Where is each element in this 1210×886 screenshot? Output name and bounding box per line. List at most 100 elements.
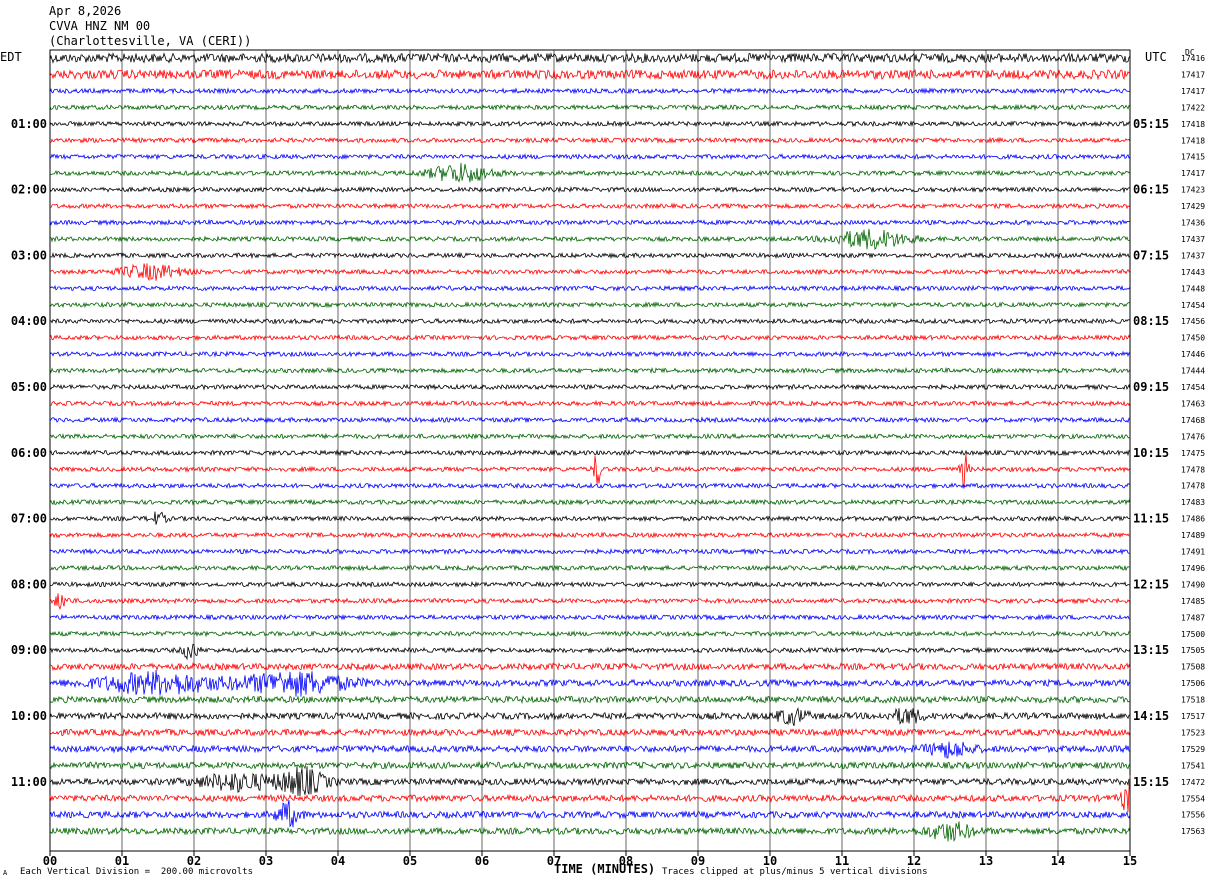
trace-line-row-22 [49, 416, 1131, 424]
dc-offset-label: 17415 [1181, 153, 1205, 162]
trace-line-row-43 [49, 760, 1131, 770]
x-tick-label: 02 [187, 854, 201, 868]
trace-line-row-38 [49, 670, 1131, 697]
x-tick-label: 03 [259, 854, 273, 868]
trace-line-row-41 [49, 727, 1131, 738]
dc-offset-label: 17418 [1181, 120, 1205, 129]
dc-offset-label: 17518 [1181, 696, 1205, 705]
right-hour-label: 12:15 [1133, 577, 1169, 591]
right-hour-label: 08:15 [1133, 314, 1169, 328]
x-axis-title: TIME (MINUTES) [554, 862, 656, 876]
dc-offset-label: 17417 [1181, 87, 1205, 96]
trace-line-row-9 [49, 202, 1131, 210]
trace-line-row-8 [49, 185, 1130, 194]
trace-line-row-2 [49, 87, 1131, 95]
trace-line-row-42 [49, 741, 1131, 759]
trace-line-row-27 [49, 498, 1131, 506]
left-hour-label: 02:00 [11, 183, 47, 197]
trace-line-row-12 [50, 251, 1131, 260]
left-hour-label: 09:00 [11, 643, 47, 657]
right-hour-label: 05:15 [1133, 117, 1169, 131]
trace-line-row-32 [49, 580, 1131, 589]
trace-line-row-3 [49, 103, 1131, 111]
dc-offset-label: 17416 [1181, 54, 1205, 63]
trace-line-row-18 [49, 350, 1131, 358]
dc-offset-label: 17437 [1181, 251, 1205, 260]
x-tick-label: 04 [331, 854, 345, 868]
x-tick-label: 05 [403, 854, 417, 868]
dc-offset-label: 17443 [1181, 268, 1205, 277]
trace-line-row-47 [49, 821, 1131, 843]
dc-offset-label: 17500 [1181, 630, 1205, 639]
right-hour-label: 09:15 [1133, 380, 1169, 394]
trace-line-row-4 [49, 120, 1131, 128]
header-station: CVVA HNZ NM 00 [49, 19, 151, 33]
left-timezone-label: EDT [0, 50, 22, 64]
dc-offset-label: 17556 [1181, 811, 1205, 820]
dc-offset-label: 17437 [1181, 235, 1205, 244]
dc-offset-label: 17563 [1181, 827, 1205, 836]
trace-line-row-24 [49, 449, 1131, 457]
left-hour-label: 10:00 [11, 709, 47, 723]
dc-offset-label: 17554 [1181, 794, 1205, 803]
dc-offset-label: 17456 [1181, 317, 1205, 326]
trace-line-row-39 [49, 695, 1131, 705]
x-tick-label: 13 [979, 854, 993, 868]
trace-line-row-33 [49, 593, 1131, 611]
x-tick-label: 08 [619, 854, 633, 868]
right-timezone-label: UTC [1145, 50, 1167, 64]
dc-offset-label: 17487 [1181, 613, 1205, 622]
trace-line-row-7 [49, 162, 1131, 183]
trace-line-row-0 [49, 51, 1131, 64]
dc-offset-label: 17422 [1181, 103, 1205, 112]
dc-offset-label: 17489 [1181, 531, 1205, 540]
trace-line-row-46 [49, 799, 1131, 828]
x-tick-label: 10 [763, 854, 777, 868]
x-tick-label: 14 [1051, 854, 1065, 868]
trace-line-row-26 [49, 482, 1131, 490]
right-hour-label: 11:15 [1133, 512, 1169, 526]
dc-offset-label: 17541 [1181, 761, 1205, 770]
dc-offset-label: 17496 [1181, 564, 1205, 573]
clip-note: Traces clipped at plus/minus 5 vertical … [662, 867, 928, 877]
dc-offset-label: 17478 [1181, 465, 1205, 474]
trace-line-row-13 [49, 263, 1131, 282]
right-hour-label: 15:15 [1133, 775, 1169, 789]
left-hour-label: 01:00 [11, 117, 47, 131]
dc-offset-label: 17523 [1181, 728, 1205, 737]
scale-note: Each Vertical Division = 200.00 microvol… [20, 867, 253, 877]
dc-offset-label: 17508 [1181, 663, 1205, 672]
dc-offset-label: 17491 [1181, 548, 1205, 557]
trace-line-row-15 [49, 301, 1131, 309]
dc-offset-label: 17418 [1181, 136, 1205, 145]
x-tick-label: 01 [115, 854, 129, 868]
trace-line-row-30 [49, 547, 1130, 556]
left-hour-label: 08:00 [11, 577, 47, 591]
trace-line-row-29 [49, 531, 1131, 539]
trace-line-row-25 [49, 454, 1131, 489]
dc-offset-label: 17478 [1181, 482, 1205, 491]
trace-line-row-10 [49, 218, 1131, 227]
trace-line-row-28 [49, 511, 1131, 525]
dc-offset-label: 17463 [1181, 399, 1205, 408]
dc-offset-label: 17505 [1181, 646, 1205, 655]
dc-offset-label: 17486 [1181, 515, 1205, 524]
header-date: Apr 8,2026 [49, 4, 122, 18]
dc-offset-label: 17450 [1181, 334, 1205, 343]
trace-line-row-21 [49, 399, 1131, 408]
trace-line-row-5 [49, 136, 1131, 144]
x-tick-label: 06 [475, 854, 489, 868]
dc-offset-label: 17444 [1181, 367, 1205, 376]
left-hour-label: 04:00 [11, 314, 47, 328]
footer-marker: A [3, 869, 8, 877]
left-hour-label: 05:00 [11, 380, 47, 394]
dc-offset-label: 17475 [1181, 449, 1205, 458]
dc-offset-label: 17490 [1181, 580, 1205, 589]
trace-line-row-17 [49, 334, 1131, 342]
trace-line-row-37 [49, 661, 1131, 672]
dc-offset-label: 17529 [1181, 745, 1205, 754]
dc-offset-label: 17429 [1181, 202, 1205, 211]
dc-offset-label: 17517 [1181, 712, 1205, 721]
right-hour-label: 07:15 [1133, 248, 1169, 262]
